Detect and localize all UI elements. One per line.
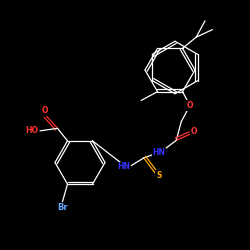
Text: O: O (42, 106, 48, 115)
Text: S: S (156, 171, 162, 180)
Text: HO: HO (25, 126, 38, 135)
Text: Br: Br (57, 204, 68, 212)
Text: O: O (190, 127, 197, 136)
Text: HN: HN (152, 148, 165, 158)
Text: HN: HN (117, 162, 130, 171)
Text: O: O (187, 101, 193, 110)
